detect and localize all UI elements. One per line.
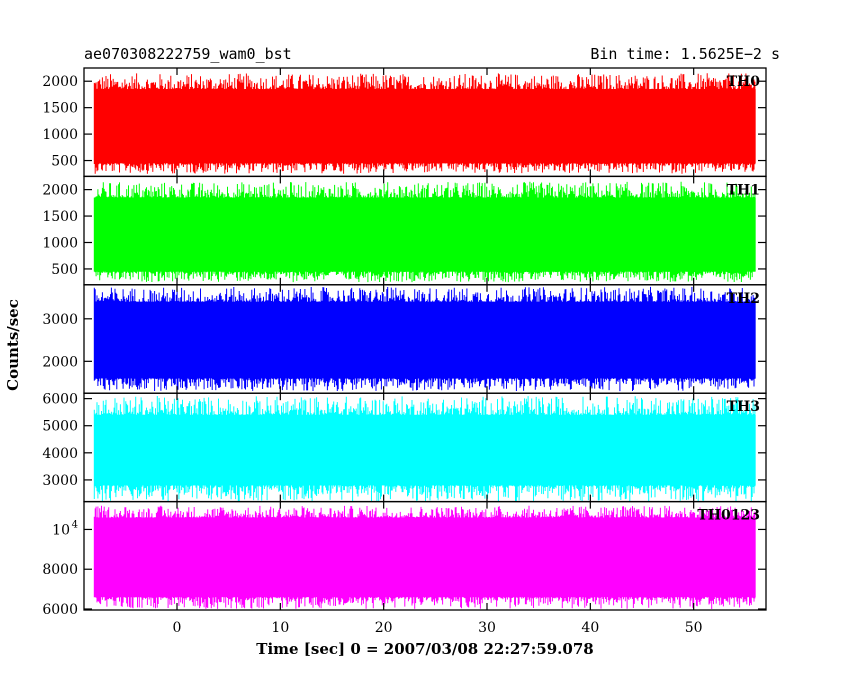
y-tick-label: 2000 — [42, 183, 78, 199]
y-tick-label: 8000 — [42, 562, 78, 578]
x-axis-label: Time [sec] 0 = 2007/03/08 22:27:59.078 — [256, 640, 594, 658]
series-line-th2 — [93, 286, 756, 392]
y-tick-label: 6000 — [42, 392, 78, 408]
panel-label-th1: TH1 — [727, 182, 760, 198]
panel-label-th2: TH2 — [727, 291, 760, 307]
y-tick-label: 10 — [52, 522, 70, 538]
series-line-th0123 — [93, 505, 756, 609]
chart-title: ae070308222759_wam0_bst — [84, 45, 292, 63]
y-tick-label: 4000 — [42, 446, 78, 462]
x-tick-label: 30 — [478, 620, 496, 636]
panel-frame-th0123 — [83, 500, 767, 611]
y-tick-label: 500 — [51, 154, 78, 170]
series-line-th0 — [93, 73, 756, 174]
x-tick-label: 50 — [685, 620, 703, 636]
y-tick-label: 1000 — [42, 235, 78, 251]
bin-time-label: Bin time: 1.5625E−2 s — [590, 45, 780, 63]
panel-label-th3: TH3 — [727, 399, 760, 415]
x-tick-label: 40 — [581, 620, 599, 636]
y-tick-label: 3000 — [42, 312, 78, 328]
panel-label-th0123: TH0123 — [697, 508, 760, 524]
y-tick-label: 6000 — [42, 602, 78, 618]
y-tick-label-exponent: 4 — [72, 519, 78, 530]
y-tick-label: 1500 — [42, 209, 78, 225]
y-tick-label: 2000 — [42, 354, 78, 370]
y-tick-label: 1000 — [42, 127, 78, 143]
y-tick-label: 2000 — [42, 74, 78, 90]
series-line-th1 — [93, 181, 756, 283]
x-tick-label: 20 — [375, 620, 393, 636]
y-tick-label: 5000 — [42, 419, 78, 435]
x-tick-label: 10 — [271, 620, 289, 636]
panel-label-th0: TH0 — [727, 74, 761, 90]
y-tick-label: 1500 — [42, 101, 78, 117]
x-tick-label: 0 — [173, 620, 182, 636]
y-tick-label: 3000 — [42, 473, 78, 489]
y-tick-label: 500 — [51, 262, 78, 278]
series-line-th3 — [93, 396, 756, 502]
